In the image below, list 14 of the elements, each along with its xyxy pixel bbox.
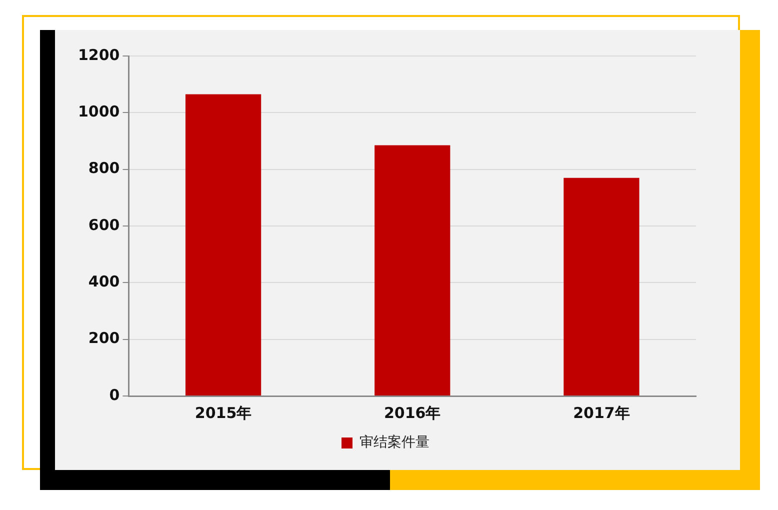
x-tick-label: 2015年 bbox=[194, 404, 252, 422]
y-tick-label: 600 bbox=[88, 216, 120, 234]
y-tick-label: 200 bbox=[88, 329, 120, 348]
legend-label: 审结案件量 bbox=[360, 434, 430, 451]
y-tick-label: 0 bbox=[109, 386, 120, 404]
bar bbox=[185, 94, 262, 396]
y-tick-label: 400 bbox=[88, 272, 120, 291]
y-tick-label: 800 bbox=[88, 159, 120, 178]
x-tick-label: 2016年 bbox=[384, 404, 441, 422]
bar bbox=[564, 178, 640, 396]
x-tick-label: 2017年 bbox=[573, 404, 630, 422]
y-tick-label: 1200 bbox=[78, 46, 120, 64]
bar bbox=[374, 145, 450, 396]
y-tick-label: 1000 bbox=[78, 102, 120, 121]
